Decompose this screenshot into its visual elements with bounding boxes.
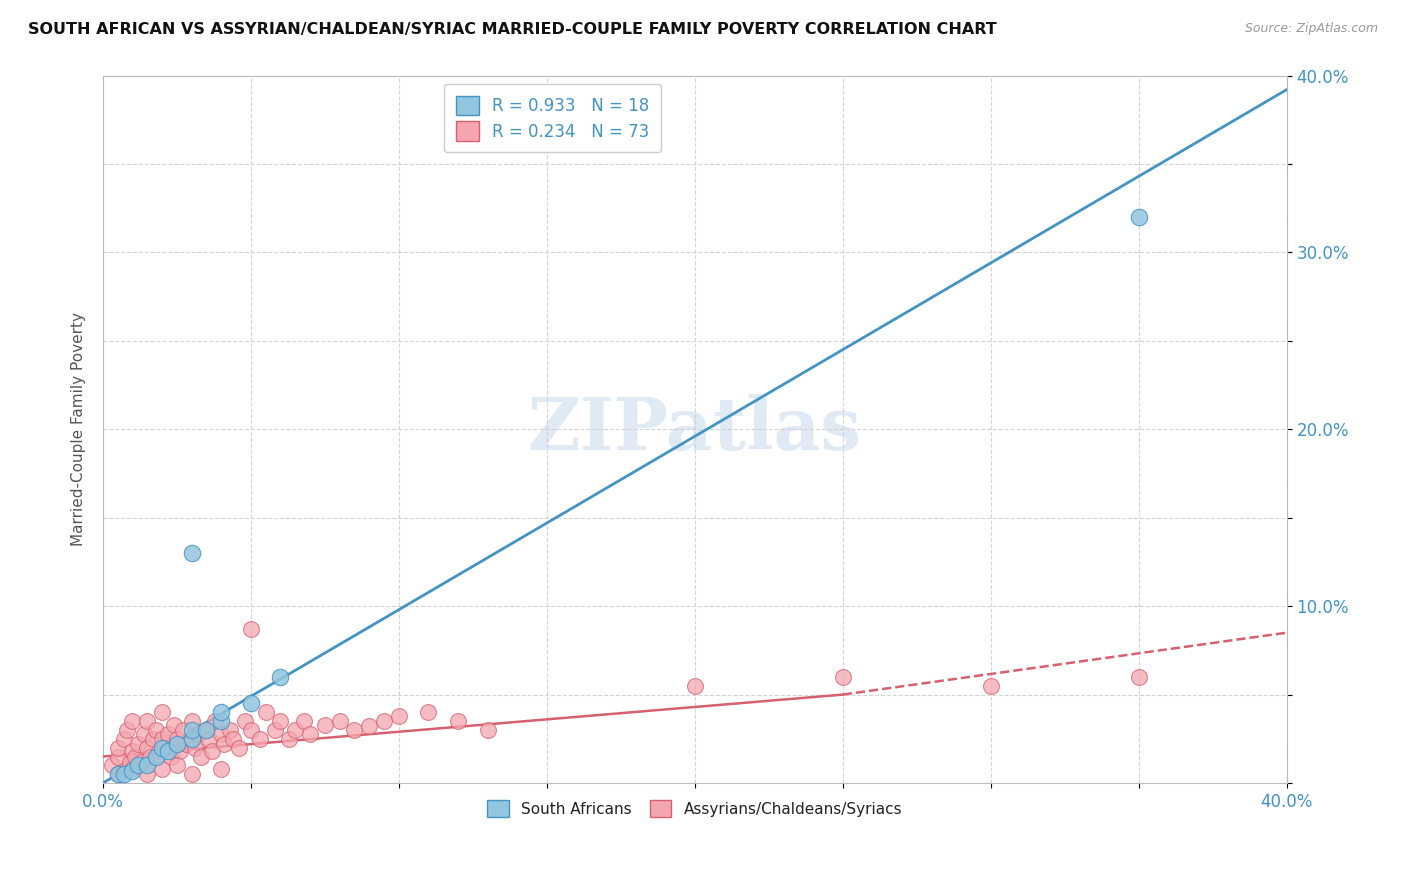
Point (169, 744, 191, 758)
Point (209, 726, 232, 740)
Point (153, 740, 176, 755)
Point (160, 749, 183, 764)
Point (343, 723, 366, 737)
Point (278, 731, 301, 746)
Point (1128, 210, 1150, 224)
Point (145, 749, 167, 764)
Point (180, 767, 202, 781)
Point (145, 723, 167, 737)
Point (156, 726, 179, 740)
Point (314, 717, 336, 731)
Text: SOUTH AFRICAN VS ASSYRIAN/CHALDEAN/SYRIAC MARRIED-COUPLE FAMILY POVERTY CORRELAT: SOUTH AFRICAN VS ASSYRIAN/CHALDEAN/SYRIA… (28, 22, 997, 37)
Point (209, 762, 232, 776)
Point (831, 670, 853, 684)
Point (174, 737, 197, 751)
Point (172, 723, 194, 737)
Point (150, 706, 173, 720)
Point (101, 758, 124, 772)
Point (148, 744, 170, 758)
Point (292, 714, 315, 728)
Point (980, 679, 1002, 693)
Point (180, 723, 202, 737)
Point (228, 740, 250, 755)
Point (198, 731, 221, 746)
Point (187, 726, 209, 740)
Point (131, 755, 153, 769)
Point (447, 714, 470, 728)
Point (219, 723, 242, 737)
Point (150, 740, 173, 755)
Y-axis label: Married-Couple Family Poverty: Married-Couple Family Poverty (72, 312, 86, 546)
Legend: South Africans, Assyrians/Chaldeans/Syriacs: South Africans, Assyrians/Chaldeans/Syri… (479, 792, 910, 825)
Point (359, 719, 381, 733)
Point (156, 744, 179, 758)
Point (233, 714, 256, 728)
Point (115, 762, 138, 776)
Point (121, 714, 143, 728)
Point (263, 723, 285, 737)
Point (121, 764, 143, 778)
Point (418, 706, 440, 720)
Point (124, 749, 146, 764)
Point (477, 723, 499, 737)
Point (180, 546, 202, 560)
Point (136, 758, 159, 772)
Point (209, 714, 232, 728)
Point (190, 749, 212, 764)
Point (329, 714, 352, 728)
Point (683, 679, 706, 693)
Point (166, 758, 188, 772)
Point (112, 767, 135, 781)
Point (166, 731, 188, 746)
Point (180, 731, 202, 746)
Point (222, 731, 245, 746)
Point (239, 723, 262, 737)
Point (284, 723, 307, 737)
Point (269, 670, 291, 684)
Point (115, 723, 138, 737)
Point (269, 714, 291, 728)
Point (373, 714, 395, 728)
Point (201, 744, 224, 758)
Point (136, 767, 159, 781)
Point (150, 731, 173, 746)
Text: Source: ZipAtlas.com: Source: ZipAtlas.com (1244, 22, 1378, 36)
Point (136, 714, 159, 728)
Point (239, 622, 262, 636)
Point (136, 740, 159, 755)
Point (388, 708, 411, 723)
Point (163, 717, 186, 731)
Point (107, 767, 129, 781)
Point (139, 749, 162, 764)
Point (195, 723, 218, 737)
Point (183, 740, 205, 755)
Point (1128, 670, 1150, 684)
Point (142, 731, 165, 746)
Point (112, 731, 135, 746)
Point (299, 726, 322, 740)
Point (204, 714, 226, 728)
Point (212, 737, 235, 751)
Point (107, 749, 129, 764)
Point (127, 737, 149, 751)
Point (249, 731, 271, 746)
Text: ZIPatlas: ZIPatlas (527, 393, 862, 465)
Point (254, 706, 277, 720)
Point (118, 755, 141, 769)
Point (127, 758, 149, 772)
Point (166, 737, 188, 751)
Point (134, 726, 156, 740)
Point (121, 762, 143, 776)
Point (150, 762, 173, 776)
Point (107, 767, 129, 781)
Point (107, 740, 129, 755)
Point (239, 697, 262, 711)
Point (180, 714, 202, 728)
Point (195, 723, 218, 737)
Point (209, 706, 232, 720)
Point (121, 744, 143, 758)
